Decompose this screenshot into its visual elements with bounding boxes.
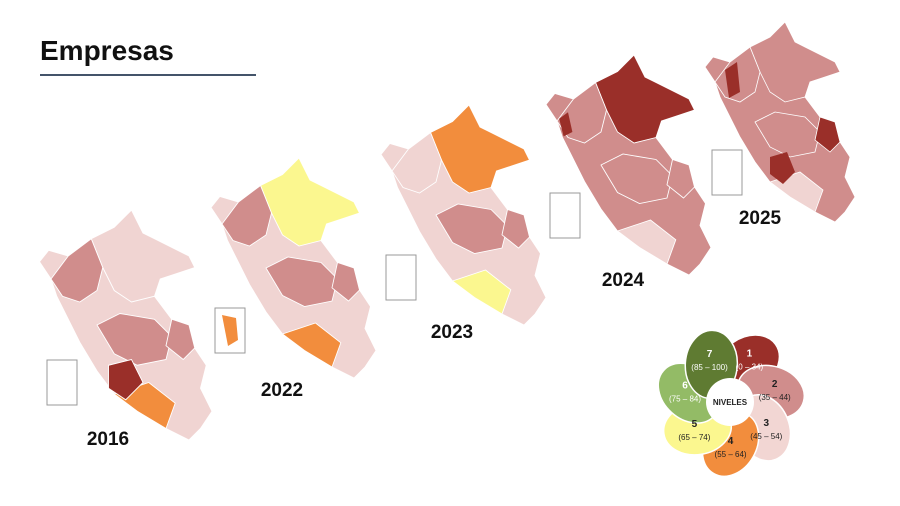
inset-region — [222, 315, 238, 346]
title: Empresas — [40, 35, 174, 66]
legend-center — [706, 378, 754, 426]
map — [545, 54, 712, 276]
legend-level: 6 — [682, 380, 688, 391]
legend-level: 2 — [772, 379, 778, 390]
year-label: 2023 — [431, 322, 473, 343]
legend-range: (75 – 84) — [669, 394, 701, 403]
legend-range: (65 – 74) — [678, 433, 710, 442]
inset — [711, 149, 743, 196]
year-label: 2025 — [739, 208, 782, 229]
inset — [46, 359, 78, 406]
map — [704, 21, 856, 223]
legend-level: 3 — [764, 418, 770, 429]
legend-level: 7 — [707, 349, 713, 360]
legend-center-label: NIVELES — [713, 398, 748, 407]
legend: 1 (0 – 34) 2 (35 – 44) 3 (45 – 54) 4 (55 – 64) 5… — [657, 329, 806, 478]
legend-range: (0 – 34) — [736, 362, 764, 371]
map — [39, 209, 213, 441]
legend-level: 4 — [728, 436, 734, 447]
legend-range: (35 – 44) — [759, 393, 791, 402]
year-label: 2024 — [602, 270, 645, 291]
inset — [549, 192, 581, 239]
legend-level: 5 — [692, 419, 698, 430]
year-label: 2022 — [261, 380, 303, 401]
legend-level: 1 — [747, 348, 753, 359]
year-label: 2016 — [87, 429, 129, 450]
legend-range: (85 – 100) — [691, 363, 728, 372]
legend-range: (45 – 54) — [750, 432, 782, 441]
inset — [385, 254, 417, 301]
legend-range: (55 – 64) — [715, 450, 747, 459]
